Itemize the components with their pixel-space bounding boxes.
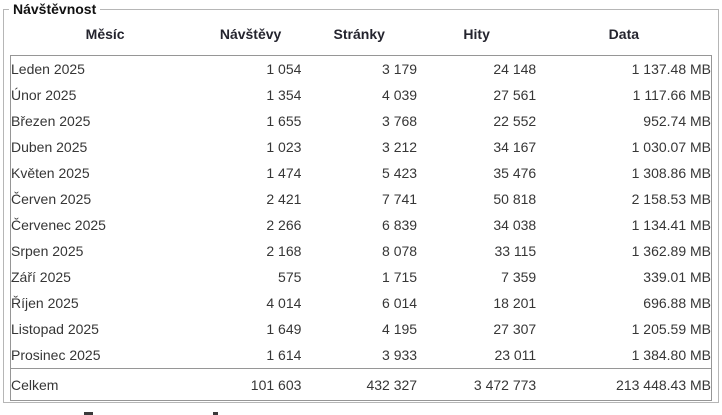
month-cell: Leden 2025 [11,61,85,77]
value-cell: 1 649 [266,321,302,337]
month-row: Srpen 2025 2 168 8 078 33 115 1 362.89 MB [11,238,712,264]
value-cell: 27 561 [493,87,537,103]
month-row: Březen 2025 1 655 3 768 22 552 952.74 MB [11,108,712,134]
month-row: Červen 2025 2 421 7 741 50 818 2 158.53 MB [11,186,712,212]
value-cell: 575 [278,269,302,285]
value-cell: 1 655 [266,113,302,129]
value-cell: 2 158.53 MB [631,191,711,207]
month-cell: Duben 2025 [11,139,88,155]
value-cell: 4 014 [266,295,302,311]
value-cell: 952.74 MB [643,113,711,129]
value-cell: 101 603 [199,368,302,401]
month-cell: Říjen 2025 [11,295,79,311]
month-cell: Prosinec 2025 [11,347,101,363]
value-cell: 5 423 [382,165,418,181]
value-cell: 1 117.66 MB [632,87,711,103]
value-cell: 3 768 [382,113,418,129]
month-cell: Listopad 2025 [11,321,99,337]
value-cell: 3 933 [382,347,418,363]
value-cell: 34 038 [493,217,537,233]
value-cell: 4 195 [382,321,418,337]
value-cell: 3 179 [382,61,418,77]
value-cell: 7 359 [501,269,537,285]
clipped-text-fragment [213,412,218,415]
value-cell: 24 148 [493,61,537,77]
month-cell: Únor 2025 [11,87,77,103]
table-header: Měsíc Návštěvy Stránky Hity Data [11,17,712,56]
value-cell: 1 384.80 MB [631,347,711,363]
month-cell: Červen 2025 [11,191,92,207]
value-cell: 1 205.59 MB [631,321,711,337]
value-cell: 1 308.86 MB [631,165,711,181]
column-header: Hity [463,26,490,42]
value-cell: 1 354 [266,87,302,103]
traffic-fieldset: Návštěvnost Měsíc Návštěvy Stránky Hity Data… [3,1,719,403]
value-cell: 696.88 MB [643,295,711,311]
value-cell: 2 266 [266,217,302,233]
value-cell: 8 078 [382,243,418,259]
value-cell: 33 115 [494,243,537,259]
value-cell: 1 614 [266,347,302,363]
month-cell: Květen 2025 [11,165,90,181]
month-row: Říjen 2025 4 014 6 014 18 201 696.88 MB [11,290,712,316]
value-cell: 27 307 [493,321,537,337]
table-body: Leden 2025 1 054 3 179 24 148 1 137.48 MB Úno… [10,55,712,401]
month-cell: Celkem [10,368,200,401]
value-cell: 4 039 [382,87,418,103]
value-cell: 35 476 [493,165,537,181]
month-row: Duben 2025 1 023 3 212 34 167 1 030.07 MB [11,134,712,160]
value-cell: 3 212 [382,139,418,155]
value-cell: 1 030.07 MB [631,139,711,155]
month-row: Únor 2025 1 354 4 039 27 561 1 117.66 MB [11,82,712,108]
value-cell: 34 167 [493,139,537,155]
value-cell: 18 201 [493,295,537,311]
section-title: Návštěvnost [13,1,97,17]
value-cell: 6 839 [382,217,418,233]
value-cell: 339.01 MB [643,269,711,285]
month-cell: Červenec 2025 [11,217,106,233]
value-cell: 432 327 [301,368,418,401]
month-row: Květen 2025 1 474 5 423 35 476 1 308.86 MB [11,160,712,186]
header-row: Měsíc Návštěvy Stránky Hity Data [11,17,712,56]
traffic-table: Měsíc Návštěvy Stránky Hity Data Leden 2025 1… [10,17,712,401]
value-cell: 1 137.48 MB [631,61,711,77]
value-cell: 22 552 [493,113,537,129]
value-cell: 23 011 [494,347,537,363]
value-cell: 2 421 [266,191,302,207]
value-cell: 1 054 [266,61,302,77]
month-row: Leden 2025 1 054 3 179 24 148 1 137.48 MB [11,56,712,83]
next-section-clipped [0,411,722,415]
total-row: Celkem 101 603 432 327 3 472 773 213 448.43 … [10,368,712,401]
value-cell: 2 168 [266,243,302,259]
column-header: Data [608,26,640,42]
value-cell: 1 362.89 MB [631,243,711,259]
value-cell: 1 023 [266,139,302,155]
month-row: Prosinec 2025 1 614 3 933 23 011 1 384.80 MB [11,342,712,369]
value-cell: 1 715 [382,269,418,285]
value-cell: 6 014 [382,295,418,311]
column-header: Měsíc [85,26,125,42]
month-row: Listopad 2025 1 649 4 195 27 307 1 205.59 MB [11,316,712,342]
value-cell: 213 448.43 MB [536,368,712,401]
month-cell: Srpen 2025 [11,243,84,259]
value-cell: 50 818 [493,191,537,207]
month-cell: Březen 2025 [11,113,91,129]
value-cell: 1 474 [266,165,302,181]
value-cell: 1 134.41 MB [631,217,711,233]
month-row: Září 2025 575 1 715 7 359 339.01 MB [11,264,712,290]
month-cell: Září 2025 [11,269,71,285]
month-row: Červenec 2025 2 266 6 839 34 038 1 134.41 MB [11,212,712,238]
value-cell: 3 472 773 [417,368,537,401]
column-header: Návštěvy [219,26,282,42]
value-cell: 7 741 [382,191,418,207]
clipped-text-fragment [84,412,93,415]
column-header: Stránky [333,26,385,42]
